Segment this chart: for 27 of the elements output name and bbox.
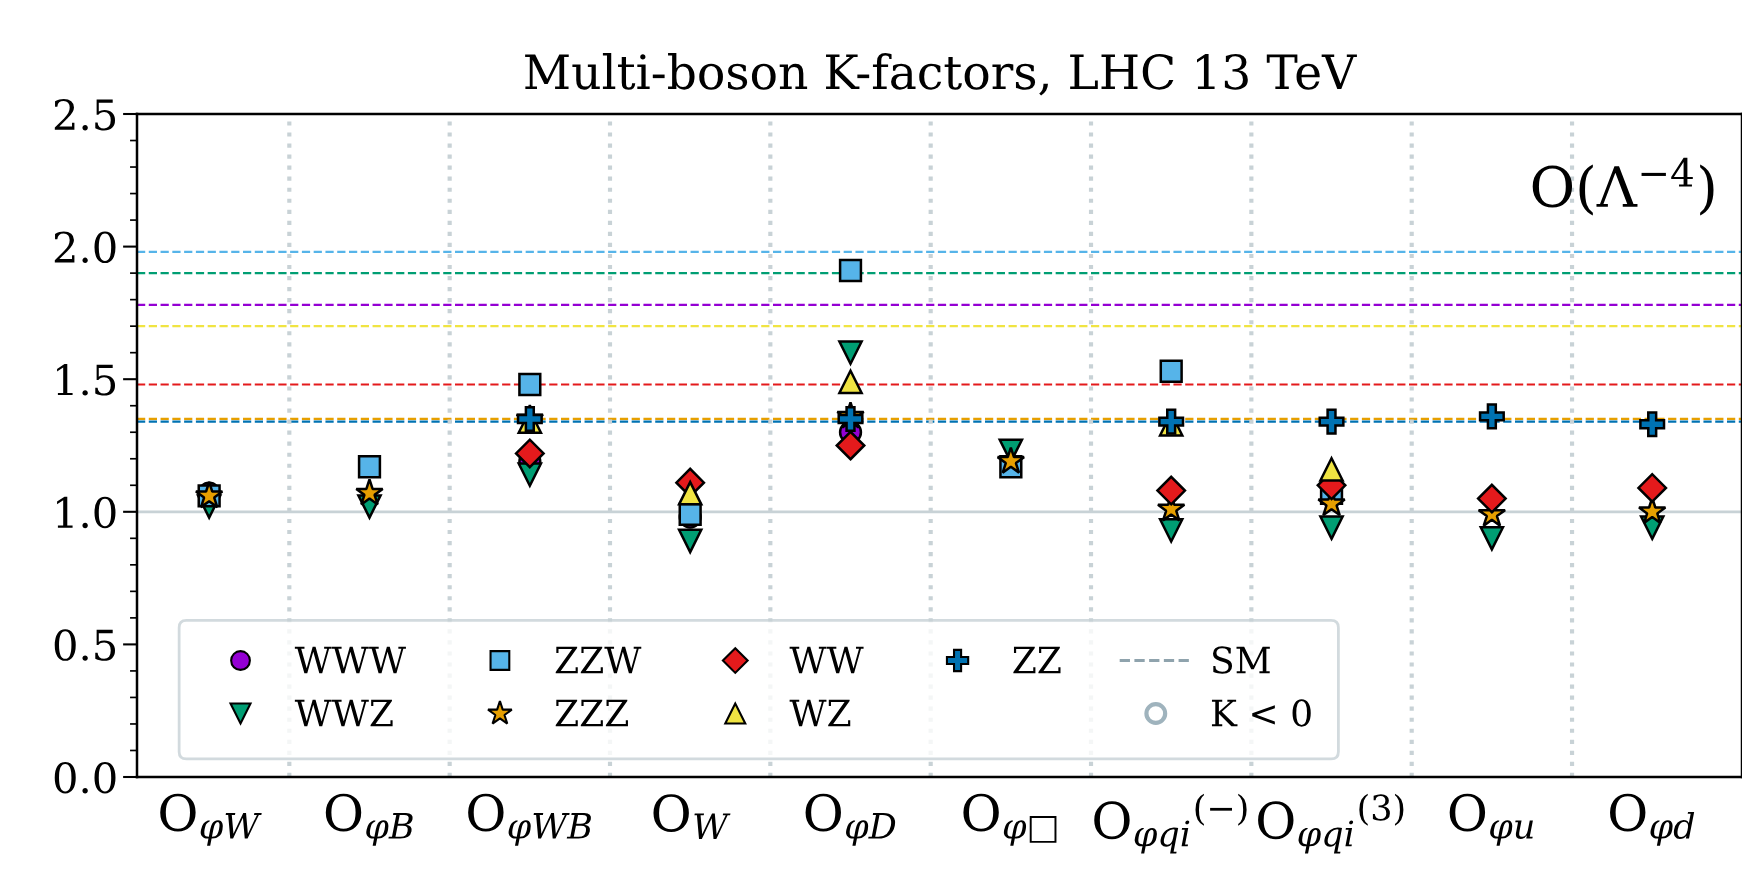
x-tick-label: O$_{φB}$ — [325, 793, 413, 846]
x-tick-label: O$_{φu}$ — [1449, 793, 1533, 846]
annotation: O(Λ$^{−4}$) — [1532, 157, 1714, 216]
x-tick-label: O$_{φWB}$ — [468, 793, 591, 846]
x-tick-label: O$_{φqi}$$^{(−)}$ — [1094, 793, 1247, 854]
x-tick-label: O$_{φ□}$ — [963, 793, 1057, 846]
legend-label: ZZZ — [555, 699, 628, 727]
legend-label: WWZ — [294, 699, 393, 727]
legend-label: ZZW — [555, 646, 642, 674]
legend-label: K < 0 — [1211, 699, 1311, 727]
x-tick-label: O$_{φqi}$$^{(3)}$ — [1258, 793, 1404, 854]
y-tick-label: 1.5 — [57, 364, 116, 396]
y-tick-label: 1.0 — [57, 496, 116, 529]
x-tick-label: O$_{φd}$ — [1610, 793, 1695, 846]
legend-label: WWW — [294, 646, 406, 674]
x-tick-label: O$_{φD}$ — [805, 793, 896, 846]
y-tick-label: 2.5 — [54, 98, 116, 131]
legend-label: WZ — [789, 699, 851, 727]
y-tick-label: 2.0 — [54, 231, 116, 264]
y-tick-label: 0.5 — [54, 629, 116, 661]
legend-label: WW — [789, 646, 864, 674]
x-tick-label: O$_{φW}$ — [160, 793, 262, 846]
chart-title: Multi-boson K-factors, LHC 13 TeV — [525, 53, 1357, 96]
legend-label: SM — [1213, 646, 1270, 674]
x-tick-label: O$_{W}$ — [653, 794, 731, 840]
y-tick-label: 0.0 — [54, 761, 116, 794]
legend-label: ZZ — [1013, 646, 1061, 674]
